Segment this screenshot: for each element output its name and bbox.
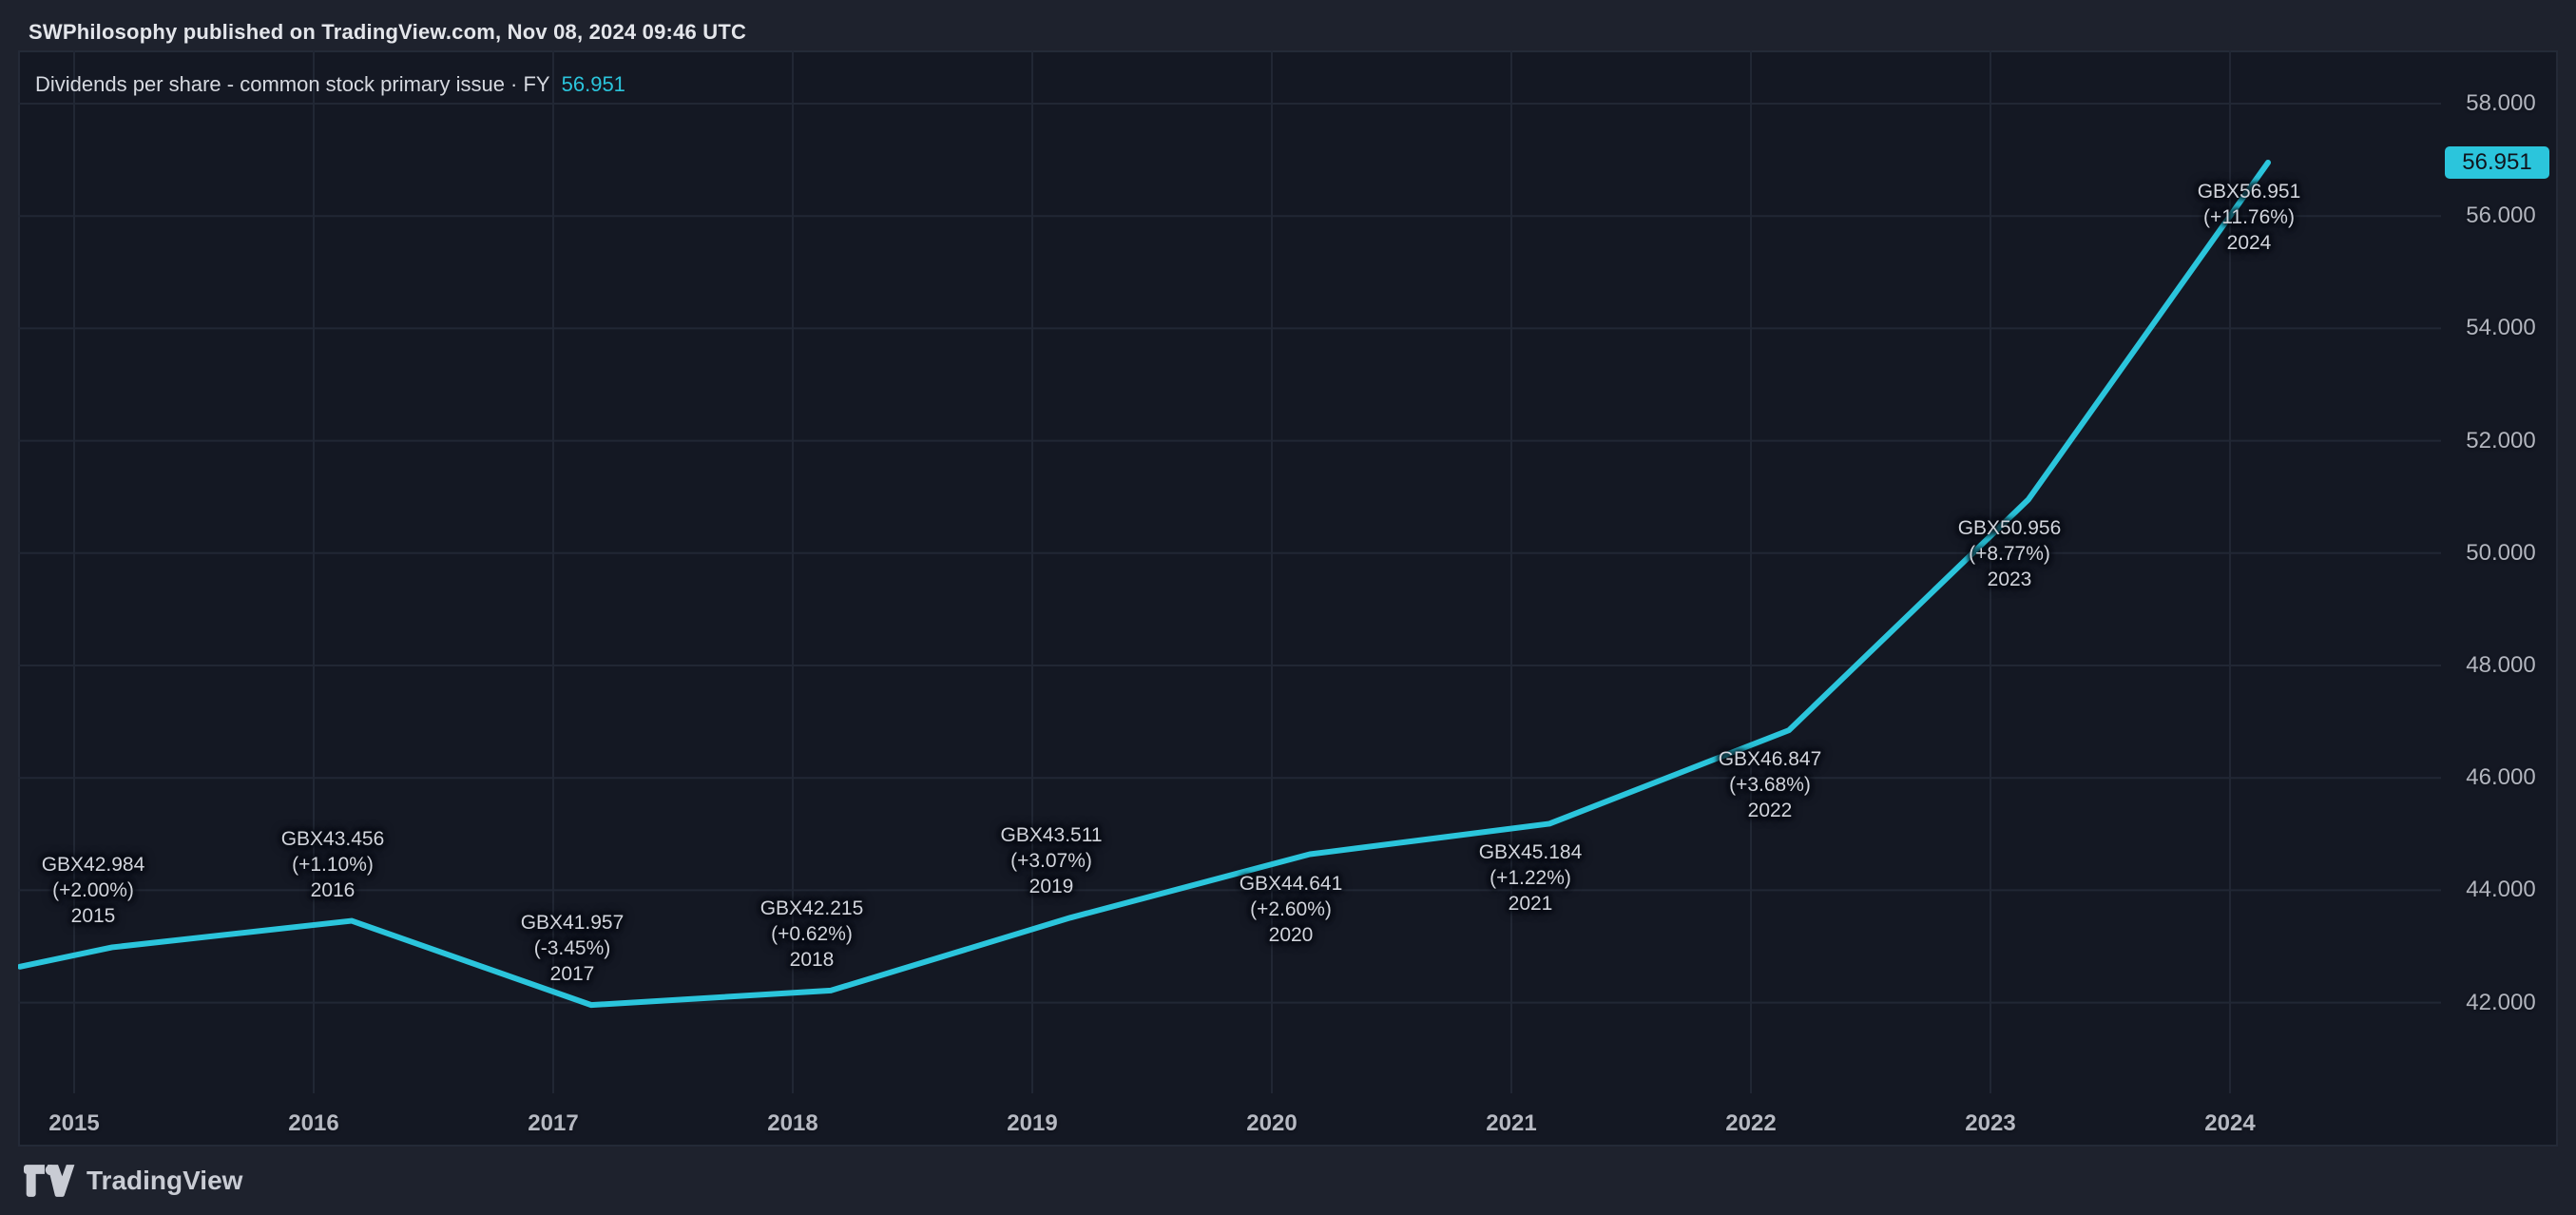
- price-tick-label: 50.000: [2466, 539, 2536, 566]
- publish-header-bar: SWPhilosophy published on TradingView.co…: [0, 0, 2576, 50]
- chart-canvas[interactable]: [18, 50, 2558, 1147]
- price-tick-label: 54.000: [2466, 315, 2536, 341]
- tradingview-brand-text: TradingView: [87, 1166, 243, 1195]
- dividends-series-line: [18, 159, 2271, 1009]
- tradingview-brand-link[interactable]: TradingView: [24, 1164, 242, 1198]
- year-tick-label: 2017: [528, 1110, 579, 1136]
- year-tick-label: 2021: [1486, 1110, 1537, 1136]
- price-tick-label: 56.000: [2466, 202, 2536, 229]
- price-tick-label: 48.000: [2466, 652, 2536, 678]
- price-tick-label: 58.000: [2466, 90, 2536, 116]
- year-tick-label: 2015: [48, 1110, 100, 1136]
- year-tick-label: 2016: [288, 1110, 339, 1136]
- series-title: Dividends per share - common stock prima…: [35, 72, 550, 96]
- year-tick-label: 2024: [2204, 1110, 2256, 1136]
- tradingview-logo-icon: [24, 1165, 75, 1197]
- price-tick-label: 52.000: [2466, 427, 2536, 453]
- year-tick-label: 2020: [1246, 1110, 1298, 1136]
- year-tick-label: 2022: [1725, 1110, 1777, 1136]
- published-by-line: SWPhilosophy published on TradingView.co…: [29, 20, 747, 44]
- series-legend: Dividends per share - common stock prima…: [35, 70, 625, 99]
- attribution-bar: TradingView: [0, 1147, 2576, 1215]
- price-tick-label: 44.000: [2466, 877, 2536, 903]
- price-tick-label: 46.000: [2466, 764, 2536, 791]
- series-last-value: 56.951: [561, 72, 625, 96]
- chart-widget: [18, 50, 2558, 1147]
- year-tick-label: 2019: [1007, 1110, 1058, 1136]
- price-tick-label: 42.000: [2466, 989, 2536, 1015]
- year-tick-label: 2023: [1965, 1110, 2016, 1136]
- year-tick-label: 2018: [767, 1110, 818, 1136]
- last-price-badge: 56.951: [2445, 145, 2549, 179]
